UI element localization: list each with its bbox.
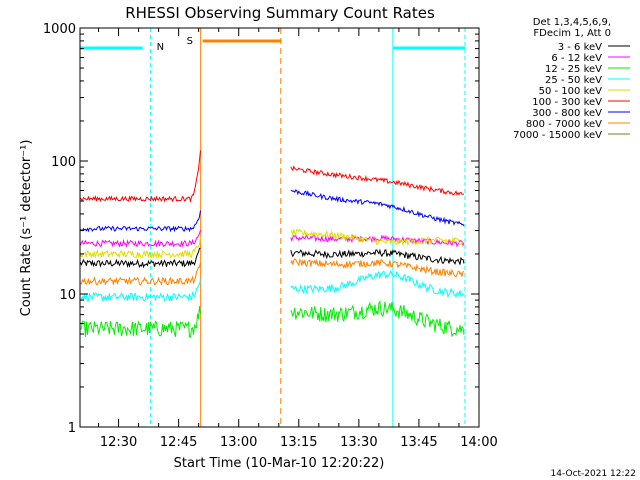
series-line-post-gap (290, 269, 465, 299)
saa-label: S (187, 36, 193, 47)
x-tick-label: 13:15 (280, 435, 317, 450)
x-tick-label: 12:45 (160, 435, 197, 450)
legend-entry-label: 100 - 300 keV (532, 97, 602, 108)
series-line-pre-gap (79, 150, 201, 204)
series-line-post-gap (290, 165, 465, 196)
y-tick-label: 1000 (43, 22, 76, 37)
series-line-post-gap (290, 234, 465, 248)
series-line-post-gap (290, 189, 465, 227)
annotation-layer: NS (80, 28, 466, 427)
night-label: N (157, 42, 164, 53)
legend-entry-label: 6 - 12 keV (551, 53, 602, 64)
series-line-post-gap (290, 300, 465, 338)
legend-entry-label: 800 - 7000 keV (526, 119, 602, 130)
legend: Det 1,3,4,5,6,9,FDecim 1, Att 0 3 - 6 keV… (513, 17, 630, 141)
y-tick-label: 100 (51, 155, 76, 170)
x-tick-label: 13:30 (340, 435, 377, 450)
legend-entry-label: 12 - 25 keV (545, 64, 602, 75)
series-line-pre-gap (80, 306, 201, 338)
series-line-post-gap (290, 248, 465, 265)
series-line-post-gap (290, 228, 464, 247)
legend-entry-label: 50 - 100 keV (539, 86, 603, 97)
plot-frame (79, 27, 480, 428)
legend-entry-label: 3 - 6 keV (558, 42, 602, 53)
series-line-post-gap (290, 258, 465, 278)
legend-entry-label: 7000 - 15000 keV (513, 130, 602, 141)
series-line-pre-gap (80, 262, 201, 286)
x-tick-label: 13:45 (400, 435, 437, 450)
y-tick-label: 10 (59, 288, 76, 303)
x-tick-label: 14:00 (460, 435, 497, 450)
series-layer (79, 150, 465, 338)
series-line-pre-gap (79, 247, 201, 269)
date-stamp: 14-Oct-2021 12:22 (551, 469, 636, 479)
y-axis-label: Count Rate (s⁻¹ detector⁻¹) (19, 140, 34, 317)
x-axis-label: Start Time (10-Mar-10 12:20:22) (174, 456, 385, 471)
axes-layer: 1 10 100 1000 12:30 12:45 13:00 13:15 13:30 13:45… (43, 22, 498, 450)
series-line-pre-gap (79, 229, 201, 248)
legend-header: FDecim 1, Att 0 (533, 28, 611, 39)
legend-entry-label: 25 - 50 keV (545, 75, 602, 86)
x-tick-label: 12:30 (100, 435, 137, 450)
legend-entry-label: 300 - 800 keV (532, 108, 602, 119)
legend-header: Det 1,3,4,5,6,9, (533, 17, 611, 28)
series-line-pre-gap (80, 210, 201, 233)
chart-title: RHESSI Observing Summary Count Rates (125, 4, 435, 22)
series-line-pre-gap (79, 236, 201, 259)
x-tick-label: 13:00 (220, 435, 257, 450)
y-tick-label: 1 (68, 421, 76, 436)
series-line-pre-gap (79, 279, 201, 302)
